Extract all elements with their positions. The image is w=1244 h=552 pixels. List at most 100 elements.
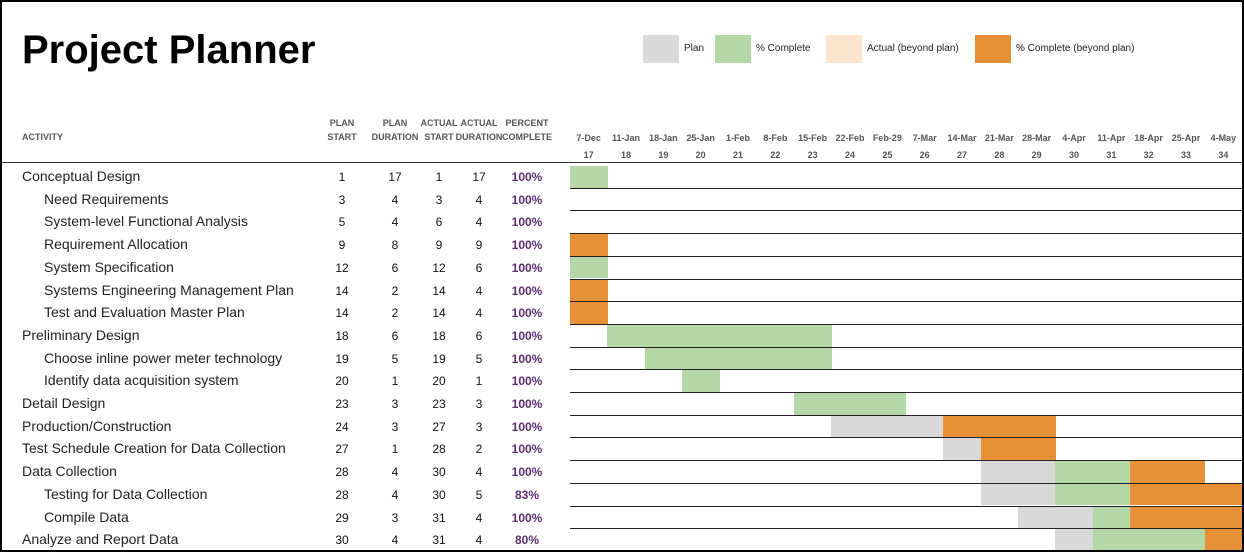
cell: 27	[335, 442, 349, 457]
legend-label: Actual (beyond plan)	[867, 43, 959, 54]
percent-complete: 83%	[514, 487, 540, 502]
period-number: 23	[807, 150, 818, 160]
cell: 24	[335, 419, 349, 434]
period-date: Feb-29	[872, 133, 902, 143]
activity-name: Detail Design	[22, 395, 106, 411]
column-header: DURATION	[455, 132, 503, 142]
period-date: 22-Feb	[835, 133, 865, 143]
cell: 5	[475, 487, 483, 502]
row-rule	[570, 414, 1242, 416]
cell: 30	[335, 533, 349, 548]
period-date: 28-Mar	[1022, 133, 1052, 143]
period-date: 4-May	[1210, 133, 1237, 143]
period-number: 30	[1068, 150, 1079, 160]
percent-complete: 100%	[511, 442, 543, 457]
column-header: START	[424, 132, 454, 142]
row-rule	[570, 392, 1242, 393]
period-date: 25-Apr	[1171, 133, 1201, 143]
gantt-cell	[719, 324, 758, 347]
row-rule	[570, 369, 1242, 371]
legend-swatch	[715, 35, 751, 63]
percent-complete: 100%	[511, 374, 543, 389]
gantt-cell	[682, 324, 720, 347]
row-rule	[570, 278, 1242, 280]
cell: 6	[475, 328, 483, 343]
gantt-cell	[980, 483, 1019, 506]
gantt-cell	[1204, 506, 1242, 529]
percent-complete: 100%	[511, 328, 543, 343]
header-rule	[2, 162, 1242, 163]
column-header: ACTUAL	[420, 118, 458, 128]
activity-name: Conceptual Design	[22, 168, 141, 184]
activity-name: Production/Construction	[22, 417, 172, 434]
percent-complete: 100%	[511, 260, 543, 275]
gantt-cell	[868, 393, 907, 415]
cell: 14	[432, 283, 446, 298]
gantt-cell	[570, 279, 608, 302]
gantt-cell	[1167, 506, 1206, 529]
row-rule	[570, 323, 1242, 325]
period-date: 18-Apr	[1134, 133, 1163, 143]
cell: 18	[335, 328, 349, 343]
gantt-cell	[1018, 506, 1056, 529]
cell: 19	[335, 351, 349, 366]
percent-complete: 80%	[514, 533, 540, 548]
cell: 12	[432, 260, 446, 275]
column-header: COMPLETE	[501, 132, 552, 142]
percent-complete: 100%	[511, 170, 543, 184]
percent-complete: 100%	[511, 465, 543, 480]
gantt-cell	[682, 347, 720, 370]
period-number: 26	[919, 150, 930, 160]
cell: 3	[475, 419, 483, 434]
gantt-cell	[1167, 483, 1206, 506]
gantt-cell	[1092, 529, 1131, 550]
gantt-cell	[980, 461, 1019, 483]
period-date: 18-Jan	[649, 133, 678, 143]
legend-swatch	[975, 35, 1011, 63]
cell: 5	[391, 351, 399, 366]
cell: 1	[475, 374, 483, 389]
period-date: 7-Mar	[912, 133, 937, 143]
cell: 4	[475, 465, 483, 480]
activity-name: Analyze and Report Data	[22, 531, 179, 548]
period-date: 11-Apr	[1097, 133, 1126, 143]
column-header: START	[327, 132, 357, 142]
gantt-cell	[644, 324, 683, 347]
legend-swatch	[826, 35, 862, 63]
row-rule	[570, 460, 1242, 462]
cell: 14	[335, 283, 349, 298]
activity-name: Systems Engineering Management Plan	[44, 281, 294, 298]
gantt-cell	[1130, 461, 1168, 483]
cell: 20	[335, 374, 349, 389]
period-number: 20	[695, 150, 706, 160]
activity-name: System Specification	[44, 258, 174, 275]
row-rule	[570, 482, 1242, 484]
gantt-cell	[1018, 415, 1056, 438]
cell: 3	[391, 510, 399, 525]
row-rule	[570, 437, 1242, 439]
gantt-cell	[794, 324, 832, 347]
gantt-cell	[1018, 438, 1056, 461]
cell: 3	[435, 192, 443, 207]
row-rule	[570, 528, 1242, 530]
cell: 4	[475, 510, 483, 525]
gantt-cell	[570, 302, 608, 324]
row-rule	[570, 301, 1242, 303]
gantt-cell	[831, 415, 870, 438]
cell: 4	[391, 192, 399, 207]
legend-label: % Complete (beyond plan)	[1016, 43, 1135, 54]
column-header: ACTUAL	[460, 118, 498, 128]
gantt-cell	[1018, 461, 1056, 483]
gantt-cell	[570, 166, 608, 188]
gantt-cell	[682, 370, 720, 392]
cell: 6	[435, 215, 443, 230]
cell: 4	[475, 215, 483, 230]
gantt-cell	[943, 415, 982, 438]
gantt-cell	[1204, 529, 1242, 550]
legend-swatch	[643, 35, 679, 63]
cell: 6	[391, 328, 399, 343]
cell: 23	[335, 397, 349, 411]
gantt-cell	[980, 415, 1019, 438]
gantt-cell	[794, 393, 832, 415]
